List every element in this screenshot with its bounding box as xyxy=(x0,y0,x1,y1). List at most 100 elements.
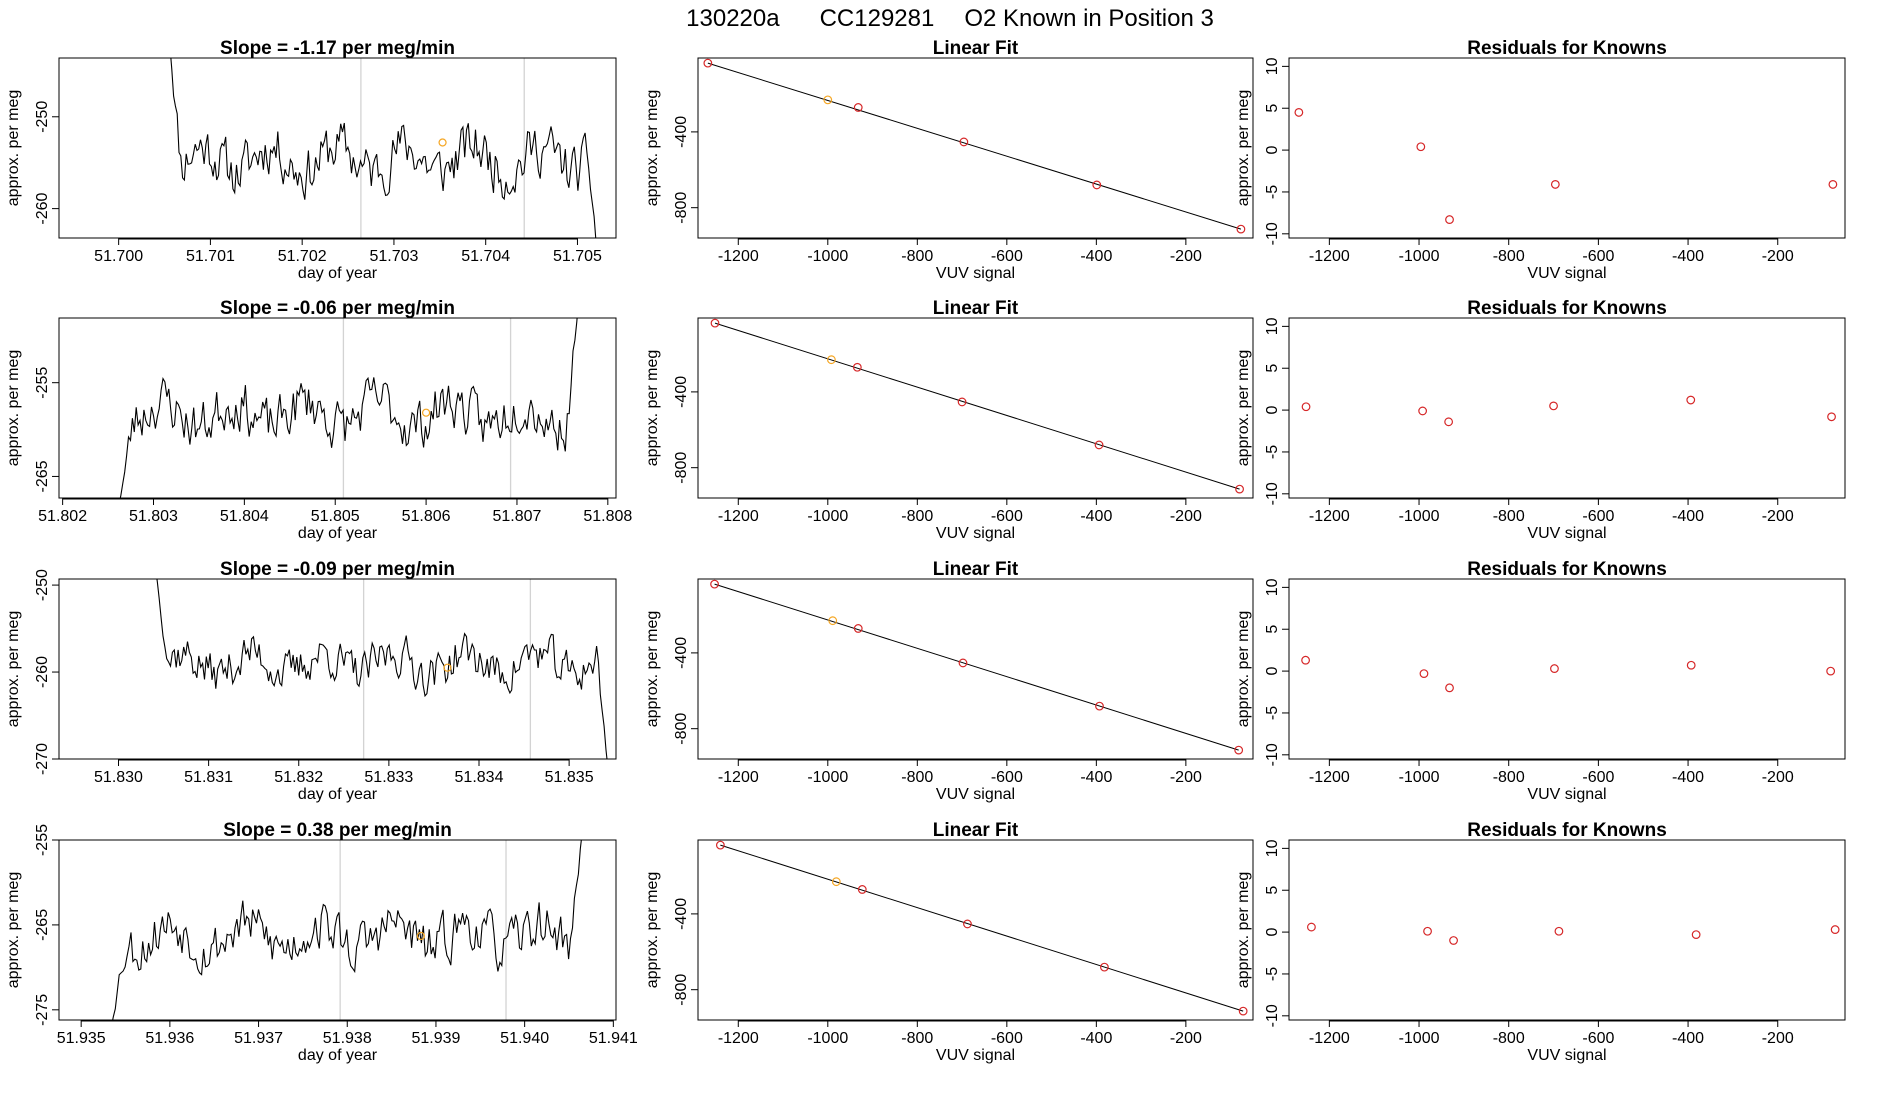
x-axis-label: VUV signal xyxy=(1527,1047,1606,1064)
sample-marker xyxy=(438,138,447,147)
plot-area xyxy=(715,840,1248,1016)
y-tick-label: 0 xyxy=(1264,667,1281,676)
residual-point xyxy=(1550,180,1560,189)
y-tick-label: -250 xyxy=(34,101,51,133)
panel-title: Slope = 0.38 per meg/min xyxy=(223,820,452,841)
fit-point xyxy=(703,58,713,68)
fit-point xyxy=(710,318,720,328)
y-tick-label: -400 xyxy=(673,116,690,148)
x-tick-label: -600 xyxy=(1582,769,1614,786)
panel-timeseries-row-3: Slope = -0.09 per meg/min 51.830 51.831 51.… xyxy=(5,559,617,803)
y-tick-label: -260 xyxy=(34,193,51,225)
fit-point-highlight xyxy=(828,616,838,626)
plot-frame xyxy=(1288,578,1846,760)
y-tick-label: -10 xyxy=(1264,743,1281,766)
y-axis-label: approx. per meg xyxy=(644,611,661,728)
fit-point xyxy=(853,624,863,633)
panel-title: Linear Fit xyxy=(933,820,1019,841)
cylinder-id: CC129281 xyxy=(820,5,935,32)
fit-point xyxy=(963,919,972,929)
x-axis-label: VUV signal xyxy=(1527,265,1606,282)
plot-frame xyxy=(58,839,617,1021)
fit-point xyxy=(1092,180,1102,190)
residual-point xyxy=(1554,926,1564,936)
y-tick-label: 10 xyxy=(1264,317,1281,335)
panel-title: Residuals for Knowns xyxy=(1467,820,1667,841)
plot-area xyxy=(1294,108,1838,224)
x-tick-label: -400 xyxy=(1080,769,1112,786)
x-tick-label: -800 xyxy=(1493,1030,1525,1047)
y-tick-label: -275 xyxy=(34,994,51,1026)
figure-description: O2 Known in Position 3 xyxy=(964,5,1213,32)
run-id: 130220a xyxy=(686,5,780,32)
x-tick-label: -600 xyxy=(991,508,1023,525)
residual-point xyxy=(1691,930,1701,940)
fit-point xyxy=(1236,224,1246,234)
x-axis-label: day of year xyxy=(298,265,378,282)
signal-trace xyxy=(156,579,608,759)
x-tick-label: 51.832 xyxy=(274,769,323,786)
plot-frame xyxy=(1288,57,1846,239)
x-tick-label: -200 xyxy=(1762,1030,1794,1047)
x-tick-label: -1000 xyxy=(1399,769,1440,786)
residual-point xyxy=(1307,922,1316,932)
y-tick-label: -400 xyxy=(673,376,690,408)
y-tick-label: 10 xyxy=(1264,57,1281,75)
plot-frame xyxy=(697,839,1254,1021)
y-tick-label: -5 xyxy=(1264,185,1281,199)
residual-point xyxy=(1830,925,1840,934)
x-tick-label: 51.705 xyxy=(553,248,602,265)
x-tick-label: -200 xyxy=(1170,1030,1202,1047)
x-tick-label: -400 xyxy=(1080,248,1112,265)
panel-fit-row-1: Linear Fit -1200 -1000 -800 -600 -400 -200 VUV … xyxy=(644,38,1254,282)
y-tick-label: 10 xyxy=(1264,578,1281,596)
x-tick-label: 51.807 xyxy=(492,508,541,525)
fit-point xyxy=(853,103,863,112)
y-axis-label: approx. per meg xyxy=(5,611,22,728)
fit-point xyxy=(715,840,725,850)
residual-point xyxy=(1418,406,1428,416)
x-tick-label: 51.806 xyxy=(402,508,451,525)
x-tick-label: 51.833 xyxy=(364,769,413,786)
y-tick-label: 5 xyxy=(1264,364,1281,373)
plot-frame xyxy=(1288,317,1846,499)
x-tick-label: -200 xyxy=(1170,508,1202,525)
residual-point xyxy=(1549,401,1558,411)
x-tick-label: -800 xyxy=(901,1030,933,1047)
panel-title: Linear Fit xyxy=(933,298,1019,319)
x-tick-label: -400 xyxy=(1672,769,1704,786)
residual-point xyxy=(1301,402,1311,412)
x-tick-label: -200 xyxy=(1170,769,1202,786)
y-tick-label: -400 xyxy=(673,637,690,669)
plot-area xyxy=(1301,395,1836,427)
residual-point xyxy=(1294,108,1304,117)
fit-point-highlight xyxy=(831,877,841,887)
x-tick-label: -200 xyxy=(1762,508,1794,525)
x-tick-label: -400 xyxy=(1672,248,1704,265)
x-axis-label: VUV signal xyxy=(936,265,1015,282)
residual-point xyxy=(1423,926,1432,936)
panel-title: Linear Fit xyxy=(933,559,1019,580)
x-tick-label: 51.700 xyxy=(94,248,143,265)
x-tick-label: -600 xyxy=(1582,248,1614,265)
plot-area xyxy=(170,58,597,238)
x-tick-label: 51.803 xyxy=(129,508,178,525)
y-tick-label: 5 xyxy=(1264,625,1281,634)
x-tick-label: -1200 xyxy=(1309,769,1350,786)
signal-trace xyxy=(119,318,578,498)
fit-point xyxy=(857,885,867,894)
x-tick-label: 51.702 xyxy=(278,248,327,265)
panel-title: Slope = -0.09 per meg/min xyxy=(220,559,455,580)
x-tick-label: 51.936 xyxy=(145,1030,194,1047)
fit-point xyxy=(1100,962,1109,972)
x-tick-label: -1000 xyxy=(1399,1030,1440,1047)
x-tick-label: -1000 xyxy=(1399,508,1440,525)
plot-area xyxy=(119,318,578,498)
y-tick-label: 5 xyxy=(1264,104,1281,113)
x-tick-label: -1200 xyxy=(718,769,759,786)
fit-point xyxy=(710,579,719,589)
plot-frame xyxy=(697,317,1254,499)
x-tick-label: 51.805 xyxy=(311,508,360,525)
panel-title: Residuals for Knowns xyxy=(1467,559,1667,580)
